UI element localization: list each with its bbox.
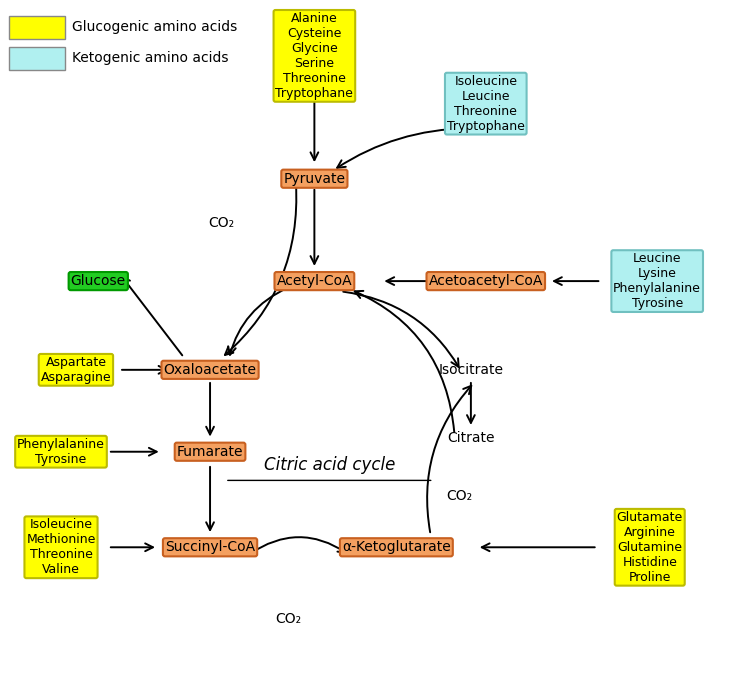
Text: Glucogenic amino acids: Glucogenic amino acids (73, 20, 237, 34)
Text: Glutamate
Arginine
Glutamine
Histidine
Proline: Glutamate Arginine Glutamine Histidine P… (616, 511, 683, 584)
Text: Acetyl-CoA: Acetyl-CoA (277, 274, 352, 288)
Text: Citric acid cycle: Citric acid cycle (263, 457, 395, 475)
Text: Succinyl-CoA: Succinyl-CoA (165, 540, 255, 554)
Text: Ketogenic amino acids: Ketogenic amino acids (73, 51, 229, 65)
Text: CO₂: CO₂ (447, 489, 473, 503)
FancyBboxPatch shape (9, 47, 65, 69)
FancyBboxPatch shape (9, 17, 65, 39)
Text: Acetoacetyl-CoA: Acetoacetyl-CoA (429, 274, 543, 288)
Text: Isoleucine
Methionine
Threonine
Valine: Isoleucine Methionine Threonine Valine (26, 518, 96, 576)
Text: Glucose: Glucose (71, 274, 126, 288)
Text: CO₂: CO₂ (208, 216, 234, 230)
Text: Isoleucine
Leucine
Threonine
Tryptophane: Isoleucine Leucine Threonine Tryptophane (447, 75, 524, 133)
Text: Leucine
Lysine
Phenylalanine
Tyrosine: Leucine Lysine Phenylalanine Tyrosine (613, 252, 701, 310)
Text: Oxaloacetate: Oxaloacetate (164, 363, 257, 377)
Text: Pyruvate: Pyruvate (283, 172, 346, 185)
Text: Citrate: Citrate (447, 431, 494, 445)
Text: Aspartate
Asparagine: Aspartate Asparagine (40, 356, 111, 384)
Text: Isocitrate: Isocitrate (438, 363, 503, 377)
Text: α-Ketoglutarate: α-Ketoglutarate (342, 540, 451, 554)
Text: Phenylalanine
Tyrosine: Phenylalanine Tyrosine (17, 438, 105, 466)
Text: CO₂: CO₂ (275, 612, 301, 626)
Text: Alanine
Cysteine
Glycine
Serine
Threonine
Tryptophane: Alanine Cysteine Glycine Serine Threonin… (275, 12, 353, 100)
Text: Fumarate: Fumarate (177, 445, 243, 459)
